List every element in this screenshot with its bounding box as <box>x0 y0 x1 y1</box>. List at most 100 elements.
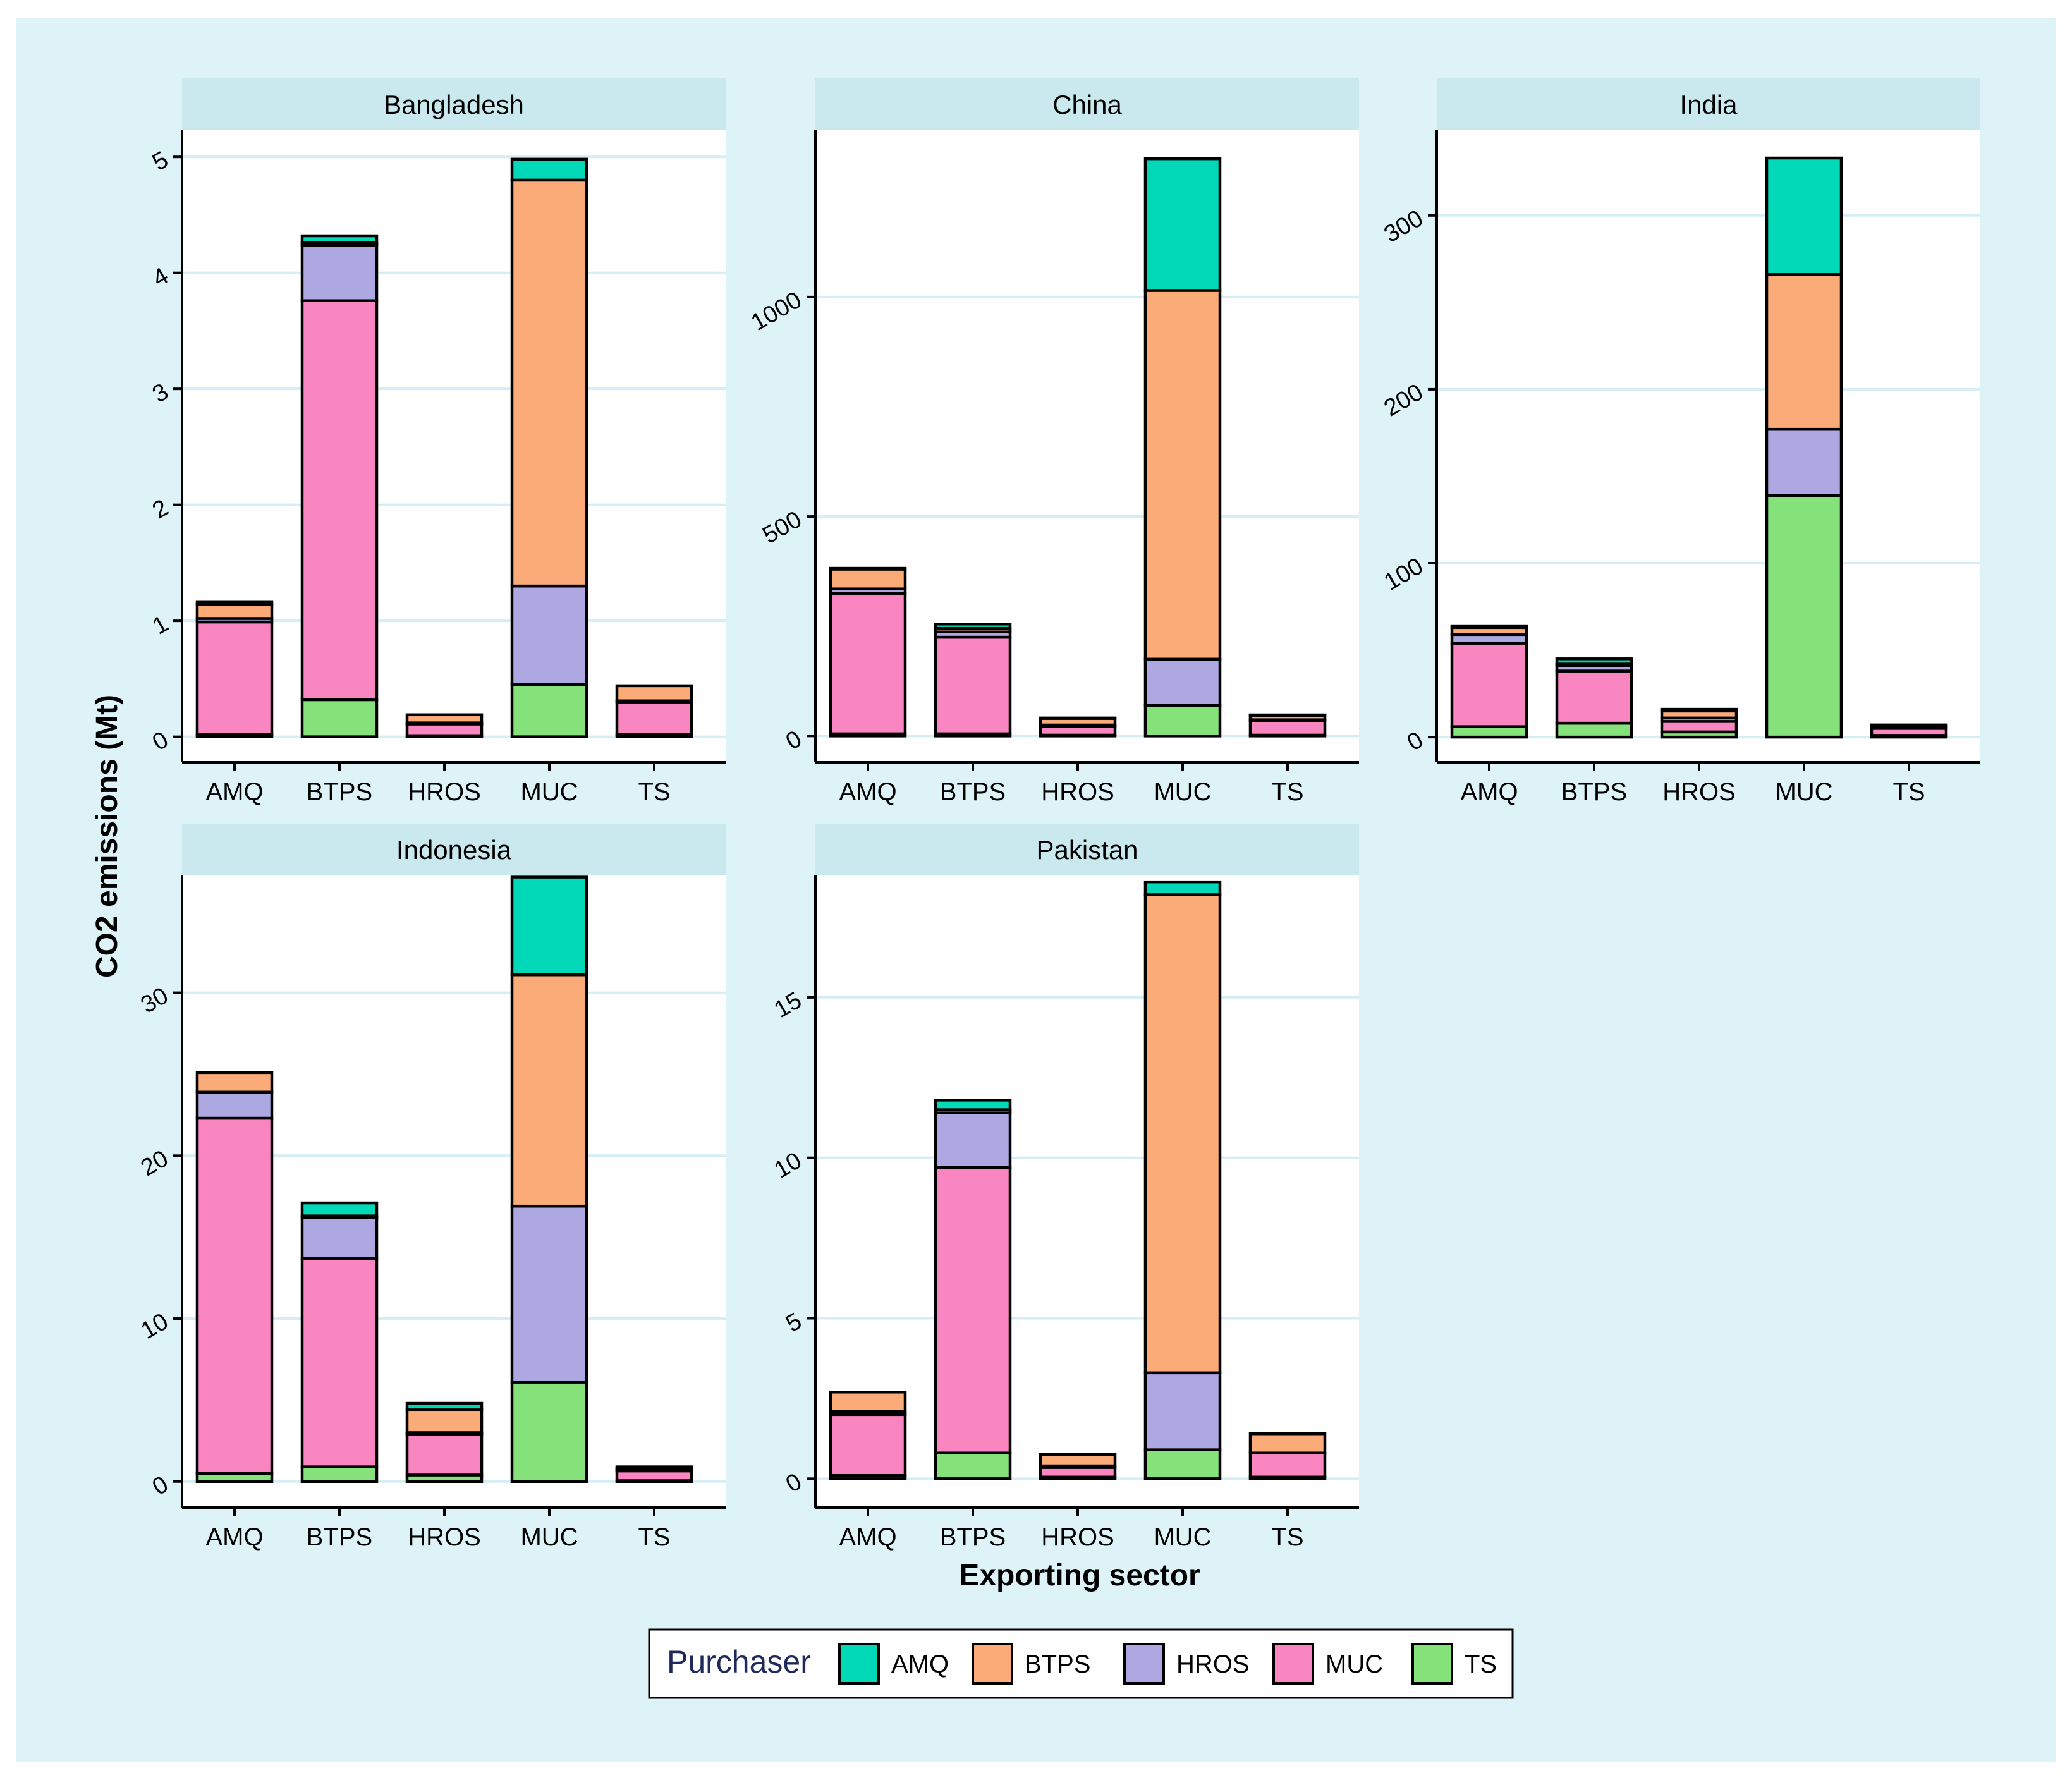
x-tick-label: TS <box>1271 1523 1303 1551</box>
bar-ts <box>1248 713 1327 738</box>
x-tick-label: TS <box>1892 778 1925 806</box>
panel-strip <box>815 78 1359 130</box>
x-tick-label: AMQ <box>839 778 896 806</box>
panel-pakistan: Pakistan 0 5 10 15 AMQ BTPS HROS MUC TS <box>770 824 1359 1551</box>
bar-segment-amq <box>934 1099 1012 1111</box>
bar-segment-btps <box>829 1391 907 1413</box>
bar-hros <box>1039 1453 1117 1480</box>
bar-segment-ts <box>1765 494 1843 739</box>
bar-segment-ts <box>1143 1448 1222 1480</box>
bar-segment-hros <box>195 1090 274 1120</box>
panel-china: China 0 500 1000 AMQ BTPS HROS MUC TS <box>747 78 1359 806</box>
legend-key <box>1272 1643 1314 1685</box>
bar-segment-amq <box>1143 880 1222 896</box>
bar-amq <box>829 1391 907 1480</box>
bar-segment-btps <box>615 684 693 703</box>
bar-segment-btps <box>829 568 907 590</box>
legend-label: TS <box>1465 1650 1497 1678</box>
bar-segment-muc <box>300 1257 379 1468</box>
x-tick-label: TS <box>638 1523 670 1551</box>
x-tick-label: BTPS <box>1561 778 1627 806</box>
y-tick-label: 5 <box>148 147 173 176</box>
bar-segment-btps <box>1039 1453 1117 1468</box>
bar-segment-btps <box>510 178 588 588</box>
bar-ts <box>1870 723 1948 739</box>
bar-segment-btps <box>405 713 484 724</box>
x-tick-label: HROS <box>1662 778 1736 806</box>
bar-segment-muc <box>300 299 379 702</box>
y-tick-label: 0 <box>1403 727 1427 757</box>
bar-amq <box>1450 624 1528 739</box>
bar-muc <box>1143 157 1222 738</box>
bar-segment-amq <box>195 600 274 606</box>
bar-segment-btps <box>1870 723 1948 728</box>
bar-segment-ts <box>510 1381 588 1484</box>
y-tick-label: 4 <box>148 262 173 292</box>
bar-segment-amq <box>1660 707 1738 713</box>
legend-label: MUC <box>1325 1650 1383 1678</box>
legend-key <box>1411 1643 1453 1685</box>
panel-bangladesh: Bangladesh 0 1 2 3 4 5 AMQ BTPS HROS MUC TS <box>148 78 726 806</box>
panel-strip <box>182 78 726 130</box>
bar-muc <box>1765 156 1843 739</box>
bar-segment-hros <box>510 1204 588 1384</box>
bar-segment-ts <box>1450 725 1528 739</box>
y-axis-title: CO2 emissions (Mt) <box>90 695 124 978</box>
x-tick-label: AMQ <box>839 1523 896 1551</box>
x-tick-label: BTPS <box>940 778 1006 806</box>
x-tick-label: BTPS <box>307 778 372 806</box>
bar-segment-ts <box>934 1451 1012 1480</box>
bar-segment-btps <box>1248 1432 1327 1454</box>
bar-segment-amq <box>510 875 588 977</box>
y-tick-label: 500 <box>759 506 807 549</box>
legend-title: Purchaser <box>667 1644 811 1679</box>
bar-segment-muc <box>405 722 484 738</box>
y-tick-label: 30 <box>137 982 173 1019</box>
y-tick-label: 3 <box>148 379 173 408</box>
bar-btps <box>300 234 379 738</box>
y-tick-label: 0 <box>148 1471 173 1501</box>
x-tick-label: TS <box>638 778 670 806</box>
bar-segment-btps <box>405 1408 484 1434</box>
bar-segment-muc <box>1555 669 1633 725</box>
bar-segment-muc <box>195 620 274 736</box>
bar-segment-muc <box>615 700 693 736</box>
bar-segment-muc <box>1660 720 1738 734</box>
bar-segment-muc <box>1039 1466 1117 1479</box>
bar-btps <box>934 1099 1012 1480</box>
y-tick-label: 10 <box>770 1147 807 1184</box>
y-tick-label: 0 <box>781 1468 806 1498</box>
bar-ts <box>615 684 693 738</box>
bar-segment-hros <box>300 1216 379 1260</box>
x-tick-label: HROS <box>1041 1523 1114 1551</box>
bar-segment-amq <box>300 1201 379 1217</box>
figure: Bangladesh 0 1 2 3 4 5 AMQ BTPS HROS MUC TS China 0 50… <box>16 18 2056 1762</box>
y-tick-label: 1000 <box>747 286 806 336</box>
y-tick-label: 300 <box>1380 205 1428 248</box>
bar-segment-hros <box>510 584 588 686</box>
panel-strip <box>182 824 726 875</box>
x-tick-label: AMQ <box>205 778 263 806</box>
bar-segment-amq <box>300 234 379 245</box>
bar-btps <box>300 1201 379 1484</box>
y-tick-label: 10 <box>137 1308 173 1345</box>
y-tick-label: 5 <box>781 1308 806 1338</box>
bar-segment-muc <box>195 1116 274 1475</box>
bar-amq <box>195 600 274 738</box>
bar-segment-amq <box>1450 624 1528 630</box>
y-tick-label: 15 <box>770 987 807 1023</box>
bar-segment-muc <box>934 1166 1012 1454</box>
legend-item-muc: MUC <box>1272 1643 1383 1685</box>
panel-india: India 0 100 200 300 AMQ BTPS HROS MUC TS <box>1380 78 1980 806</box>
legend-key <box>972 1643 1013 1685</box>
x-tick-label: MUC <box>1775 778 1832 806</box>
legend-label: BTPS <box>1025 1650 1090 1678</box>
bar-segment-hros <box>1143 1371 1222 1451</box>
bar-segment-hros <box>1765 427 1843 497</box>
panel-strip <box>1437 78 1980 130</box>
bar-hros <box>405 713 484 738</box>
x-tick-label: HROS <box>408 1523 481 1551</box>
x-tick-label: BTPS <box>940 1523 1006 1551</box>
x-tick-label: MUC <box>520 1523 578 1551</box>
bar-segment-hros <box>1143 657 1222 707</box>
